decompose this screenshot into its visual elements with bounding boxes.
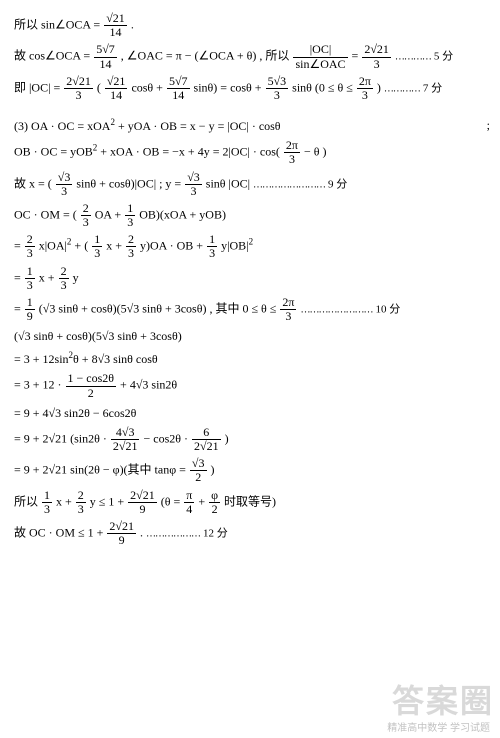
line-14: = 9 + 4√3 sin2θ − 6cos2θ xyxy=(14,404,490,422)
text: + xOA · OB = −x + 4y = 2|OC| · cos( xyxy=(100,145,283,159)
line-4: (3) OA · OC = xOA2 + yOA · OB = x − y = … xyxy=(14,116,490,135)
score-9: 9 分 xyxy=(328,178,347,190)
dots: …………………… xyxy=(300,304,372,315)
line-3: 即 |OC| = 2√213 ( √2114 cosθ + 5√714 sinθ… xyxy=(14,75,490,102)
score-12: 12 分 xyxy=(203,527,228,539)
line-13: = 3 + 12 · 1 − cos2θ2 + 4√3 sin2θ xyxy=(14,372,490,399)
text: y xyxy=(73,270,79,284)
text: = xyxy=(14,270,24,284)
text: + yOA · OB = x − y = |OC| · cosθ xyxy=(118,119,281,133)
line-16: = 9 + 2√21 sin(2θ − φ)(其中 tanφ = √32 ) xyxy=(14,457,490,484)
score-7: 7 分 xyxy=(423,82,442,94)
text: ( xyxy=(97,80,104,94)
text: + ( xyxy=(74,239,91,253)
line-5: OB · OC = yOB2 + xOA · OB = −x + 4y = 2|… xyxy=(14,139,490,166)
sq: 2 xyxy=(249,237,254,247)
text: , ∠OAC = π − (∠OCA + θ) , 所以 xyxy=(121,49,293,63)
dots: ………… xyxy=(395,52,431,63)
text: sinθ |OC| xyxy=(206,176,250,190)
text: OA + xyxy=(95,207,124,221)
line-10: = 19 (√3 sinθ + cosθ)(5√3 sinθ + 3cosθ) … xyxy=(14,296,490,323)
line-17: 所以 13 x + 23 y ≤ 1 + 2√219 (θ = π4 + φ2 … xyxy=(14,489,490,516)
semicolon: ; xyxy=(487,116,490,134)
dots: ………… xyxy=(384,83,420,94)
text: 故 cos∠OCA = xyxy=(14,49,93,63)
text: OB)(xOA + yOB) xyxy=(139,207,226,221)
line-15: = 9 + 2√21 (sin2θ · 4√32√21 − cos2θ · 62… xyxy=(14,426,490,453)
text: cosθ + xyxy=(131,80,166,94)
text: (√3 sinθ + cosθ)(5√3 sinθ + 3cosθ) , 其中 … xyxy=(39,301,280,315)
text: x + xyxy=(106,239,125,253)
line-7: OC · OM = ( 23 OA + 13 OB)(xOA + yOB) xyxy=(14,202,490,229)
math-solution-page: 所以 sin∠OCA = √21 14 . 故 cos∠OCA = 5√714 … xyxy=(0,0,500,559)
watermark-main: 答案圈 xyxy=(392,676,494,722)
text: 所以 sin∠OCA = xyxy=(14,17,103,31)
text: = xyxy=(14,301,24,315)
dots: ……………… xyxy=(146,528,200,539)
text: ) xyxy=(377,80,381,94)
text: y|OB| xyxy=(221,239,248,253)
sq: 2 xyxy=(67,237,72,247)
fraction: √21 14 xyxy=(104,12,127,39)
dots: …………………… xyxy=(253,179,325,190)
score-5: 5 分 xyxy=(434,51,453,63)
line-2: 故 cos∠OCA = 5√714 , ∠OAC = π − (∠OCA + θ… xyxy=(14,43,490,70)
line-11: (√3 sinθ + cosθ)(5√3 sinθ + 3cosθ) xyxy=(14,327,490,345)
text: OB · OC = yOB xyxy=(14,145,93,159)
text: = xyxy=(14,239,24,253)
text: x|OA| xyxy=(39,239,67,253)
spacer xyxy=(14,106,490,112)
line-8: = 23 x|OA|2 + ( 13 x + 23 y)OA · OB + 13… xyxy=(14,233,490,260)
text: y)OA · OB + xyxy=(140,239,206,253)
text: x + xyxy=(39,270,58,284)
text: OC · OM = ( xyxy=(14,207,80,221)
text: 故 x = ( xyxy=(14,176,55,190)
watermark-sub: 精准高中数学 学习试题 xyxy=(387,719,490,734)
line-18: 故 OC · OM ≤ 1 + 2√219 . ……………… 12 分 xyxy=(14,520,490,547)
text: sinθ (0 ≤ θ ≤ xyxy=(292,80,356,94)
text: sinθ + cosθ)|OC| ; y = xyxy=(76,176,184,190)
text: (3) OA · OC = xOA xyxy=(14,119,110,133)
sq: 2 xyxy=(110,117,115,127)
line-12: = 3 + 12sin2θ + 8√3 sinθ cosθ xyxy=(14,349,490,368)
text: = xyxy=(352,49,362,63)
text: sinθ) = cosθ + xyxy=(194,80,265,94)
text: 即 |OC| = xyxy=(14,80,63,94)
line-9: = 13 x + 23 y xyxy=(14,265,490,292)
line-1: 所以 sin∠OCA = √21 14 . xyxy=(14,12,490,39)
sq: 2 xyxy=(93,143,98,153)
text: . xyxy=(131,17,134,31)
line-6: 故 x = ( √33 sinθ + cosθ)|OC| ; y = √33 s… xyxy=(14,171,490,198)
text: − θ ) xyxy=(304,145,327,159)
score-10: 10 分 xyxy=(375,303,400,315)
